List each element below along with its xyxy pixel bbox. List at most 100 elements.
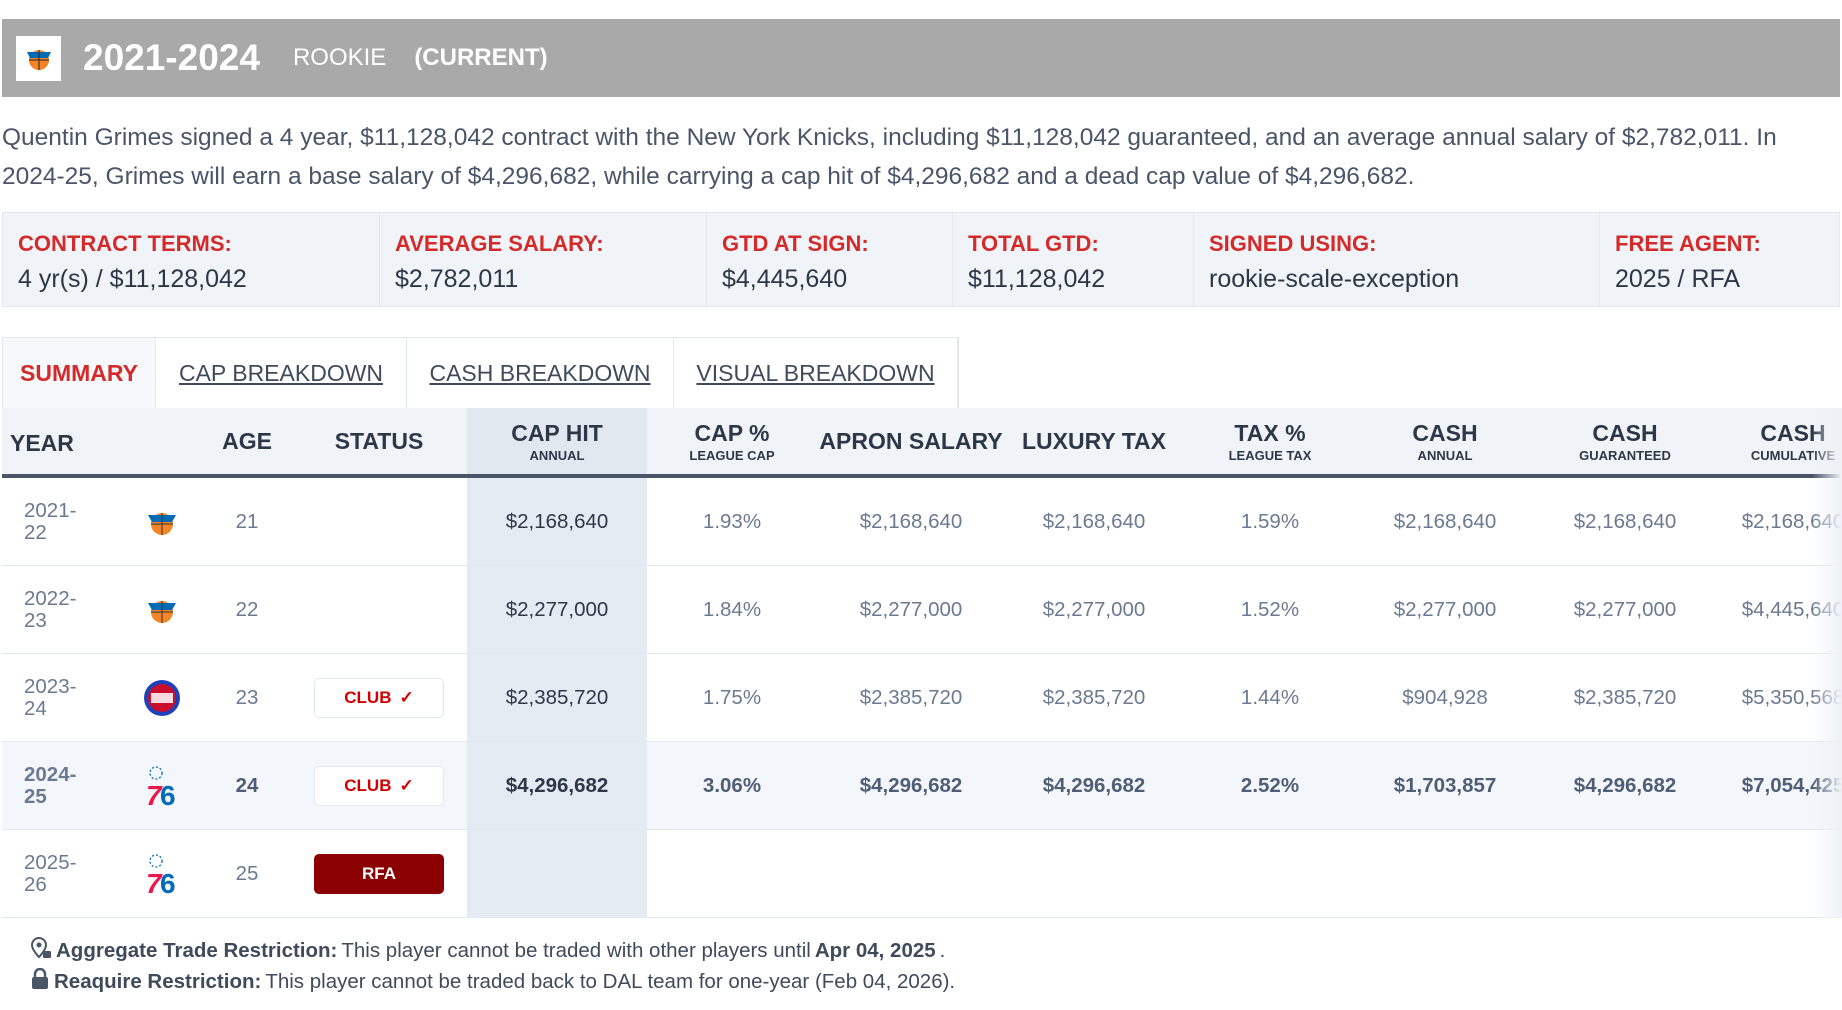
year-end: 26 [24, 873, 47, 896]
col-sublabel: LEAGUE CAP [689, 447, 775, 463]
cell-cap-pct: 1.93% [702, 509, 762, 533]
col-cap-pct[interactable]: CAP % LEAGUE CAP [689, 408, 774, 474]
term-contract: CONTRACT TERMS: 4 yr(s) / $11,128,042 [3, 213, 380, 306]
col-luxury-tax[interactable]: LUXURY TAX [1022, 408, 1166, 474]
year-start: 2022- [24, 587, 77, 610]
term-value: $2,782,011 [395, 265, 519, 293]
contract-type: ROOKIE [292, 44, 387, 71]
cell-age: 22 [235, 597, 259, 621]
knicks-logo-icon [144, 566, 180, 653]
term-free-agent: FREE AGENT: 2025 / RFA [1600, 213, 1839, 306]
cell-cash-guaranteed: $2,385,720 [1573, 685, 1677, 709]
cell-tax-pct: 1.44% [1240, 685, 1300, 709]
table-row: 2024- 25 7 6 24 CLUB ✓ $4,296,682 3.06% $4,296,68… [2, 742, 1842, 830]
status-badge[interactable]: CLUB ✓ [314, 677, 444, 718]
term-gtd-at-sign: GTD AT SIGN: $4,445,640 [707, 213, 953, 306]
svg-text:7: 7 [146, 868, 163, 895]
cell-cash-annual: $2,168,640 [1393, 509, 1497, 533]
cell-age: 23 [235, 685, 259, 709]
col-cap-hit[interactable]: CAP HIT ANNUAL [511, 408, 603, 474]
term-value: 4 yr(s) / $11,128,042 [18, 265, 247, 293]
aggregate-trade-restriction: Aggregate Trade Restriction: This player… [30, 936, 945, 966]
col-label: AGE [222, 427, 272, 454]
cell-cash-guaranteed: $4,296,682 [1573, 773, 1677, 797]
cell-cash-annual: $904,928 [1402, 685, 1488, 709]
cell-age: 21 [235, 509, 259, 533]
cell-tax-pct: 2.52% [1240, 773, 1300, 797]
col-label: STATUS [334, 427, 424, 454]
lock-icon [30, 967, 50, 996]
cell-year: 2023- 24 [24, 676, 76, 720]
cell-cap-hit: $4,296,682 [505, 773, 609, 797]
cell-cash-annual: $2,277,000 [1393, 597, 1497, 621]
table-row: 2021- 22 21 $2,168,640 1.93% $2,168,640 $2,168… [2, 478, 1842, 566]
status-label: CLUB [344, 775, 392, 795]
term-signed-using: SIGNED USING: rookie-scale-exception [1194, 213, 1600, 306]
contract-years: 2021-2024 [83, 37, 260, 78]
knicks-logo-icon [144, 478, 180, 565]
cell-luxury-tax: $2,277,000 [1042, 597, 1146, 621]
contract-description: Quentin Grimes signed a 4 year, $11,128,… [2, 124, 1777, 190]
tab-cap-breakdown[interactable]: CAP BREAKDOWN [156, 338, 407, 409]
knicks-logo-icon [16, 35, 61, 81]
cell-cap-hit: $2,277,000 [505, 597, 609, 621]
col-status[interactable]: STATUS [335, 408, 424, 474]
col-year[interactable]: YEAR [10, 430, 74, 456]
year-end: 24 [24, 697, 47, 720]
cell-year: 2022- 23 [24, 588, 76, 632]
cell-cash-guaranteed: $2,277,000 [1573, 597, 1677, 621]
cell-cash-guaranteed: $2,168,640 [1573, 509, 1677, 533]
table-header: YEAR AGE STATUS CAP HIT ANNUAL CAP % LEAGUE CA… [2, 408, 1840, 478]
status-badge[interactable]: RFA [314, 853, 444, 894]
scroll-fade [1812, 408, 1842, 918]
svg-text:6: 6 [160, 780, 176, 807]
cell-luxury-tax: $2,168,640 [1042, 509, 1146, 533]
cell-status: CLUB ✓ [314, 742, 444, 829]
term-label: AVERAGE SALARY: [395, 231, 604, 256]
note-text: This player cannot be traded with other … [341, 939, 811, 962]
tab-cash-breakdown[interactable]: CASH BREAKDOWN [407, 338, 674, 409]
year-end: 23 [24, 609, 47, 632]
reaquire-restriction: Reaquire Restriction: This player cannot… [30, 967, 955, 996]
status-label: RFA [362, 863, 396, 883]
cap-hit-highlight [467, 742, 647, 829]
cap-hit-highlight [467, 478, 647, 565]
contract-header: 2021-2024 ROOKIE (CURRENT) [2, 19, 1840, 97]
cap-hit-highlight [467, 830, 647, 917]
cell-age: 25 [235, 861, 259, 885]
contract-terms: CONTRACT TERMS: 4 yr(s) / $11,128,042 AVE… [2, 212, 1840, 307]
term-value: rookie-scale-exception [1209, 265, 1460, 293]
cell-apron-salary: $2,277,000 [859, 597, 963, 621]
col-cash-annual[interactable]: CASH ANNUAL [1412, 408, 1477, 474]
status-label: CLUB [344, 687, 392, 707]
cell-apron-salary: $2,385,720 [859, 685, 963, 709]
current-label: (CURRENT) [414, 44, 548, 71]
cell-apron-salary: $4,296,682 [859, 773, 963, 797]
tab-visual-breakdown[interactable]: VISUAL BREAKDOWN [674, 338, 958, 409]
cap-hit-highlight [467, 408, 647, 474]
term-label: SIGNED USING: [1209, 231, 1377, 256]
cell-tax-pct: 1.52% [1240, 597, 1300, 621]
term-label: FREE AGENT: [1615, 231, 1761, 256]
col-label: CASH [1592, 419, 1658, 446]
table-row: 2023- 24 23 CLUB ✓ $2,385,720 1.75% $2,385,720 $… [2, 654, 1842, 742]
svg-text:7: 7 [146, 780, 163, 807]
cell-status: CLUB ✓ [314, 654, 444, 741]
col-sublabel: LEAGUE TAX [1228, 447, 1312, 463]
col-apron-salary[interactable]: APRON SALARY [819, 408, 1002, 474]
cell-cap-pct: 3.06% [702, 773, 762, 797]
col-tax-pct[interactable]: TAX % LEAGUE TAX [1229, 408, 1312, 474]
col-age[interactable]: AGE [222, 408, 272, 474]
cell-apron-salary: $2,168,640 [859, 509, 963, 533]
note-tail: . [939, 939, 946, 962]
cell-tax-pct: 1.59% [1240, 509, 1300, 533]
status-badge[interactable]: CLUB ✓ [314, 765, 444, 806]
term-label: CONTRACT TERMS: [18, 231, 232, 256]
term-value: 2025 / RFA [1615, 265, 1741, 293]
col-sublabel: GUARANTEED [1579, 447, 1671, 463]
col-label: CAP HIT [511, 419, 603, 446]
cell-cap-pct: 1.84% [702, 597, 762, 621]
col-cash-guaranteed[interactable]: CASH GUARANTEED [1579, 408, 1671, 474]
tab-summary[interactable]: SUMMARY [3, 338, 156, 409]
